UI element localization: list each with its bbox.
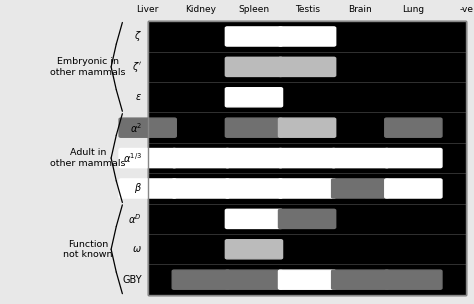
Text: Testis: Testis (294, 5, 319, 14)
Text: $\alpha^{1/3}$: $\alpha^{1/3}$ (123, 151, 142, 165)
Text: Adult in
other mammals: Adult in other mammals (50, 148, 126, 168)
FancyBboxPatch shape (279, 149, 336, 168)
FancyBboxPatch shape (172, 179, 229, 198)
Text: $\zeta'$: $\zeta'$ (132, 60, 142, 74)
Text: Kidney: Kidney (185, 5, 216, 14)
FancyBboxPatch shape (225, 118, 283, 137)
FancyBboxPatch shape (279, 27, 336, 46)
FancyBboxPatch shape (385, 149, 442, 168)
FancyBboxPatch shape (225, 240, 283, 259)
FancyBboxPatch shape (172, 149, 229, 168)
FancyBboxPatch shape (119, 179, 176, 198)
FancyBboxPatch shape (385, 270, 442, 289)
FancyBboxPatch shape (385, 179, 442, 198)
Text: Embryonic in
other mammals: Embryonic in other mammals (50, 57, 126, 77)
FancyBboxPatch shape (332, 149, 389, 168)
Text: GBY: GBY (122, 275, 142, 285)
Text: Brain: Brain (348, 5, 372, 14)
Text: $\alpha^D$: $\alpha^D$ (128, 212, 142, 226)
FancyBboxPatch shape (119, 118, 176, 137)
FancyBboxPatch shape (385, 118, 442, 137)
Text: Function
not known: Function not known (64, 240, 113, 259)
Bar (148, 21, 466, 295)
FancyBboxPatch shape (332, 270, 389, 289)
FancyBboxPatch shape (225, 57, 283, 77)
FancyBboxPatch shape (225, 209, 283, 229)
Text: Liver: Liver (137, 5, 159, 14)
FancyBboxPatch shape (279, 57, 336, 77)
Text: Lung: Lung (402, 5, 424, 14)
FancyBboxPatch shape (279, 270, 336, 289)
FancyBboxPatch shape (279, 209, 336, 229)
FancyBboxPatch shape (172, 270, 229, 289)
Text: $\zeta$: $\zeta$ (134, 29, 142, 43)
FancyBboxPatch shape (225, 149, 283, 168)
Text: Spleen: Spleen (238, 5, 270, 14)
Text: $\alpha^2$: $\alpha^2$ (129, 121, 142, 135)
FancyBboxPatch shape (225, 179, 283, 198)
FancyBboxPatch shape (279, 179, 336, 198)
FancyBboxPatch shape (119, 149, 176, 168)
FancyBboxPatch shape (225, 270, 283, 289)
Text: $\beta$: $\beta$ (134, 181, 142, 195)
Bar (148, 21, 466, 295)
FancyBboxPatch shape (225, 27, 283, 46)
Text: -ve: -ve (459, 5, 474, 14)
FancyBboxPatch shape (332, 179, 389, 198)
Text: $\omega$: $\omega$ (132, 244, 142, 254)
Text: $\varepsilon$: $\varepsilon$ (135, 92, 142, 102)
FancyBboxPatch shape (279, 118, 336, 137)
FancyBboxPatch shape (225, 88, 283, 107)
